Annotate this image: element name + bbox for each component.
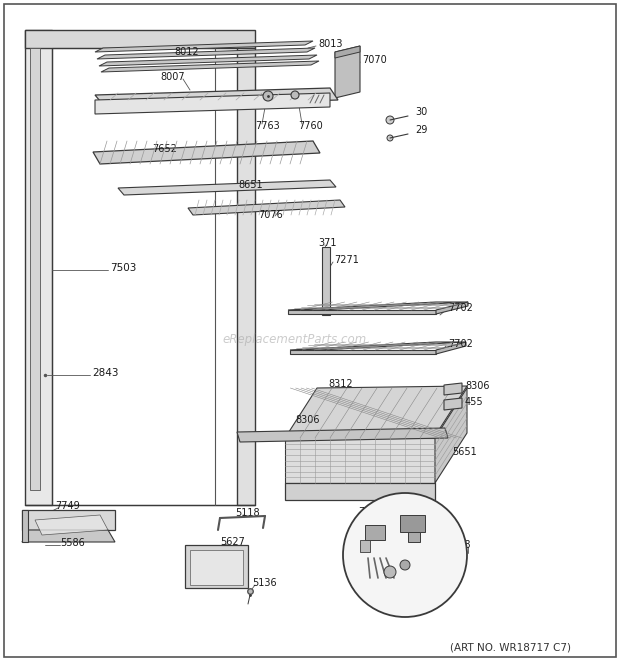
Polygon shape <box>322 247 330 315</box>
Polygon shape <box>408 532 420 542</box>
Text: 7070: 7070 <box>362 55 387 65</box>
Polygon shape <box>288 302 468 310</box>
Circle shape <box>400 560 410 570</box>
Text: 29: 29 <box>415 125 427 135</box>
Text: 7652: 7652 <box>152 144 177 154</box>
Polygon shape <box>290 342 466 350</box>
Text: 7702: 7702 <box>448 303 473 313</box>
Text: 7503: 7503 <box>110 263 136 273</box>
Text: 455: 455 <box>465 397 484 407</box>
Text: eReplacementParts.com: eReplacementParts.com <box>223 334 367 346</box>
Polygon shape <box>99 55 317 66</box>
Text: 5118: 5118 <box>235 508 260 518</box>
Text: 5651: 5651 <box>452 447 477 457</box>
Text: 8312: 8312 <box>328 379 353 389</box>
Text: 30: 30 <box>415 107 427 117</box>
Polygon shape <box>444 383 462 395</box>
Polygon shape <box>118 180 336 195</box>
Text: 7271: 7271 <box>334 255 359 265</box>
Text: 7749: 7749 <box>55 501 80 511</box>
Polygon shape <box>190 550 243 585</box>
Text: 5627: 5627 <box>220 537 245 547</box>
Circle shape <box>386 116 394 124</box>
Polygon shape <box>185 545 248 588</box>
Polygon shape <box>30 48 40 490</box>
Polygon shape <box>188 200 345 215</box>
Text: 797: 797 <box>392 573 410 583</box>
Text: 8012: 8012 <box>174 47 198 57</box>
Polygon shape <box>436 342 466 354</box>
Text: 454: 454 <box>308 431 327 441</box>
Text: 8007: 8007 <box>160 72 185 82</box>
Text: 7076: 7076 <box>258 210 283 220</box>
Polygon shape <box>444 398 462 410</box>
Polygon shape <box>360 540 370 552</box>
Polygon shape <box>290 350 436 354</box>
Text: 798: 798 <box>452 540 471 550</box>
Polygon shape <box>435 388 467 483</box>
Polygon shape <box>288 310 436 314</box>
Text: 777: 777 <box>358 507 377 517</box>
Polygon shape <box>95 88 338 107</box>
Text: 7775: 7775 <box>387 553 412 563</box>
Polygon shape <box>95 93 330 114</box>
Polygon shape <box>400 515 425 532</box>
Text: (ART NO. WR18717 C7): (ART NO. WR18717 C7) <box>450 643 571 653</box>
Polygon shape <box>237 428 448 442</box>
Text: 371: 371 <box>318 238 337 248</box>
Polygon shape <box>365 525 385 540</box>
Text: 8306: 8306 <box>465 381 490 391</box>
Polygon shape <box>335 46 360 98</box>
Polygon shape <box>22 510 115 530</box>
Text: 8013: 8013 <box>318 39 342 49</box>
Text: 2843: 2843 <box>92 368 118 378</box>
Polygon shape <box>93 141 320 164</box>
Polygon shape <box>285 438 435 483</box>
Circle shape <box>343 493 467 617</box>
Text: 7760: 7760 <box>298 121 323 131</box>
Text: 7702: 7702 <box>448 339 473 349</box>
Text: 8306: 8306 <box>295 415 319 425</box>
Circle shape <box>263 91 273 101</box>
Polygon shape <box>101 61 319 72</box>
Text: 799: 799 <box>408 498 427 508</box>
Text: 5586: 5586 <box>60 538 85 548</box>
Text: 7763: 7763 <box>255 121 280 131</box>
Text: 8651: 8651 <box>238 180 263 190</box>
Text: 795: 795 <box>418 553 436 563</box>
Circle shape <box>291 91 299 99</box>
Polygon shape <box>25 30 255 48</box>
Text: 7774: 7774 <box>400 540 425 550</box>
Polygon shape <box>35 515 108 535</box>
Circle shape <box>384 566 396 578</box>
Polygon shape <box>436 302 468 314</box>
Polygon shape <box>237 48 255 505</box>
Polygon shape <box>335 46 360 58</box>
Text: 5136: 5136 <box>252 578 277 588</box>
Polygon shape <box>97 48 315 59</box>
Circle shape <box>387 135 393 141</box>
Polygon shape <box>22 510 28 542</box>
Polygon shape <box>285 483 435 500</box>
Polygon shape <box>95 41 313 52</box>
Polygon shape <box>285 386 467 438</box>
Polygon shape <box>25 30 52 505</box>
Polygon shape <box>22 530 115 542</box>
